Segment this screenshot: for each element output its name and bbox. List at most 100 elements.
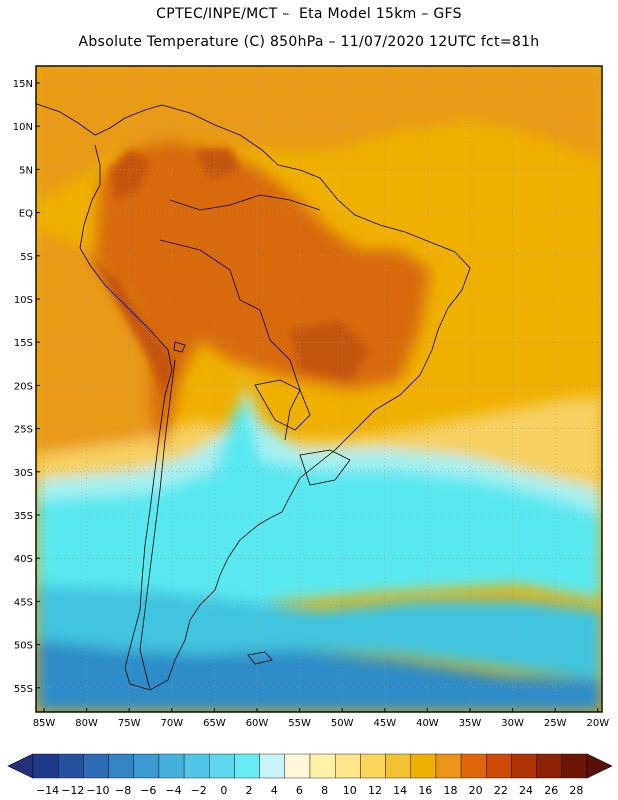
lat-tick-label: 10S [14,295,33,306]
lat-tick-label: 20S [14,381,33,392]
temperature-field [36,66,602,712]
colorbar-tick-label: 14 [393,784,407,797]
colorbar-tick-label: −2 [191,784,207,797]
lat-tick-label: 10N [13,122,33,133]
lon-tick-label: 80W [75,718,98,729]
colorbar-swatch [309,753,336,779]
lon-tick-label: 30W [501,718,524,729]
colorbar-swatch [334,753,361,779]
coastlines-and-borders [36,103,471,691]
lon-tick-label: 60W [246,718,269,729]
border-brazil-north [169,194,321,211]
lon-tick-label: 65W [203,718,226,729]
colorbar-swatch [57,753,84,779]
lon-tick-label: 20W [586,718,609,729]
colorbar-swatch [435,753,462,779]
colorbar-tick-label: 4 [271,784,278,797]
lat-tick-label: 45S [14,597,33,608]
colorbar-swatch [133,753,160,779]
falklands [247,651,273,665]
lat-tick-label: 25S [14,425,33,436]
colorbar-tick-label: 8 [321,784,328,797]
colorbar-tick-label: 18 [444,784,458,797]
lon-tick-label: 45W [373,718,396,729]
lat-tick-label: 30S [14,468,33,479]
lat-tick-label: 40S [14,554,33,565]
colorbar-swatch [209,753,235,779]
colorbar-swatch [486,753,512,779]
lat-tick-label: 5S [20,252,33,263]
colorbar-tick-label: 26 [544,784,558,797]
field-cold [36,400,602,610]
field-hotspot-venezuela [195,148,240,180]
colorbar-swatch [536,753,563,779]
border-argentina-chile [139,359,176,691]
colorbar-swatch [183,753,210,779]
colorbar-swatch [385,753,411,779]
colorbar-tick-label: 10 [343,784,357,797]
colorbar-tick-label: −12 [61,784,84,797]
colorbar-swatch [410,753,437,779]
lat-tick-label: 5N [19,165,33,176]
colorbar-tick-label: 6 [296,784,303,797]
lat-tick-label: 15S [14,338,33,349]
colorbar-tick-label: −14 [36,784,59,797]
colorbar-tick-label: −10 [86,784,109,797]
colorbar-tick-label: 20 [469,784,483,797]
lon-tick-label: 50W [331,718,354,729]
colorbar-swatch [460,753,487,779]
field-pacific-warm [36,230,160,480]
colorbar-tick-label: −4 [165,784,181,797]
lon-tick-label: 55W [288,718,311,729]
chart-title-line-2: Absolute Temperature (C) 850hPa – 11/07/… [78,34,540,50]
south-america-coastline [36,103,471,691]
lon-tick-label: 40W [416,718,439,729]
colorbar-high-extension [586,753,613,779]
lon-tick-label: 25W [544,718,567,729]
colorbar-swatch [108,753,134,779]
colorbar-swatch [259,753,286,779]
colorbar-swatch [561,753,588,779]
colorbar-swatch [32,753,59,779]
lat-tick-label: 55S [14,684,33,695]
colorbar-swatch [360,753,386,779]
colorbar-tick-label: −6 [140,784,156,797]
lat-tick-label: 50S [14,641,33,652]
colorbar-swatch [234,753,260,779]
field-tropics [36,66,602,200]
colorbar-tick-label: 16 [418,784,432,797]
colorbar: −14 −12 −10 −8 −6 −4 −2 0 2 4 6 8 10 12 14 16 18 20 22 24 26… [7,753,613,797]
colorbar-tick-label: 22 [494,784,508,797]
border-brazil-west [159,239,301,441]
colorbar-tick-label: 28 [569,784,583,797]
lat-tick-label: EQ [19,209,33,220]
colorbar-swatch [83,753,109,779]
colorbar-tick-label: 24 [519,784,533,797]
colorbar-swatch [284,753,311,779]
lon-tick-label: 85W [33,718,56,729]
longitude-axis: 85W 80W 75W 70W 65W 60W 55W 50W 45W 40W 35W 30W 25W 2… [33,708,609,729]
field-hotspot-mato-grosso [290,320,370,380]
colorbar-tick-label: −8 [115,784,131,797]
field-hotspot-colombia [110,150,150,200]
lon-tick-label: 75W [118,718,141,729]
lon-tick-label: 35W [459,718,482,729]
chart-title-line-1: CPTEC/INPE/MCT – Eta Model 15km – GFS [156,6,462,22]
colorbar-tick-label: 12 [368,784,382,797]
colorbar-swatch [511,753,537,779]
colorbar-tick-label: 2 [246,784,253,797]
field-coldest [36,640,602,712]
field-colder [36,585,602,680]
colorbar-tick-label: 0 [220,784,227,797]
lake-titicaca [173,341,186,353]
map-frame [35,65,603,713]
latitude-axis: 15N 10N 5N EQ 5S 10S 15S 20S 25S 30S 35S 40S 45S 50S 5… [13,79,40,695]
lon-tick-label: 70W [160,718,183,729]
colorbar-swatch [158,753,185,779]
border-paraguay [254,379,311,431]
lat-tick-label: 35S [14,511,33,522]
lat-tick-label: 15N [13,79,33,90]
colorbar-low-extension [7,753,34,779]
border-uruguay [299,449,351,486]
